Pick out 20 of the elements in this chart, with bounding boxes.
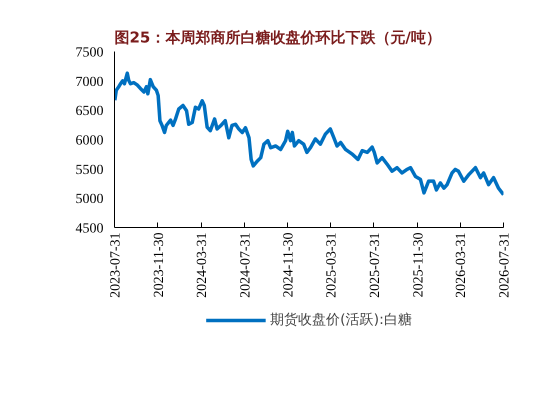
x-tick-label: 2023-11-30 bbox=[152, 232, 167, 298]
y-tick-label: 4500 bbox=[76, 222, 104, 236]
x-tick-label: 2026-07-31 bbox=[498, 232, 512, 298]
y-tick-label: 6500 bbox=[76, 104, 104, 120]
x-tick-label: 2025-07-31 bbox=[368, 232, 383, 298]
y-tick-label: 7000 bbox=[76, 74, 104, 90]
x-tick-label: 2024-03-31 bbox=[195, 232, 210, 298]
chart-title: 图25：本周郑商所白糖收盘价环比下跌（元/吨） bbox=[114, 28, 441, 46]
y-tick-label: 5500 bbox=[76, 162, 104, 178]
x-tick-label: 2024-11-30 bbox=[282, 232, 297, 298]
y-tick-label: 6000 bbox=[76, 134, 104, 148]
x-tick-label: 2026-03-31 bbox=[454, 232, 470, 298]
x-tick-label: 2024-07-31 bbox=[238, 232, 254, 298]
line-series bbox=[114, 71, 504, 196]
x-tick-label: 2025-03-31 bbox=[324, 232, 340, 298]
legend-label: 期货收盘价(活跃):白糖 bbox=[270, 311, 412, 329]
y-tick-label: 7500 bbox=[76, 46, 104, 60]
x-tick-label: 2023-07-31 bbox=[108, 232, 124, 298]
x-tick-label: 2025-11-30 bbox=[411, 232, 426, 298]
y-tick-label: 5000 bbox=[76, 192, 104, 208]
